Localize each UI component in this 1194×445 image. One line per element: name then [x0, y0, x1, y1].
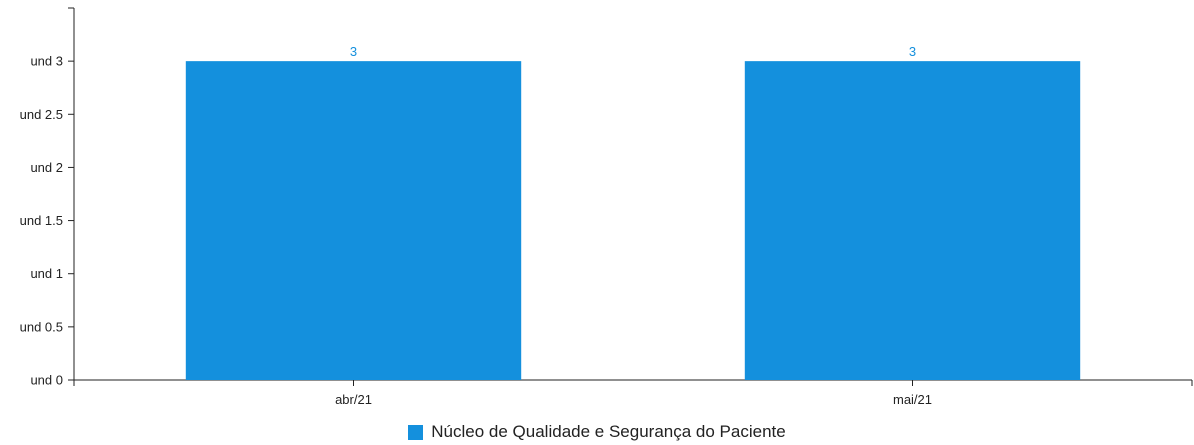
y-tick-label: und 2.5 — [20, 107, 63, 122]
bar — [185, 61, 522, 381]
legend-item[interactable]: Núcleo de Qualidade e Segurança do Pacie… — [408, 422, 786, 442]
bars — [185, 61, 1081, 381]
y-tick-label: und 0.5 — [20, 319, 63, 334]
y-tick-label: und 1 — [30, 266, 63, 281]
legend: Núcleo de Qualidade e Segurança do Pacie… — [0, 422, 1194, 445]
y-tick-label: und 1.5 — [20, 213, 63, 228]
x-axis: abr/21 mai/21 — [73, 379, 1193, 407]
y-tick-label: und 0 — [30, 373, 63, 388]
x-tick-label: abr/21 — [335, 392, 372, 407]
y-tick-label: und 2 — [30, 160, 63, 175]
data-label: 3 — [350, 44, 357, 59]
y-tick-label: und 3 — [30, 54, 63, 69]
data-label: 3 — [909, 44, 916, 59]
bar-chart: und 0 und 0.5 und 1 und 1.5 und 2 und 2.5 und … — [20, 7, 1193, 407]
x-tick-label: mai/21 — [893, 392, 932, 407]
bar — [744, 61, 1081, 381]
y-axis: und 0 und 0.5 und 1 und 1.5 und 2 und 2.5 und … — [20, 7, 75, 388]
legend-label: Núcleo de Qualidade e Segurança do Pacie… — [431, 422, 786, 441]
legend-swatch — [408, 424, 424, 440]
